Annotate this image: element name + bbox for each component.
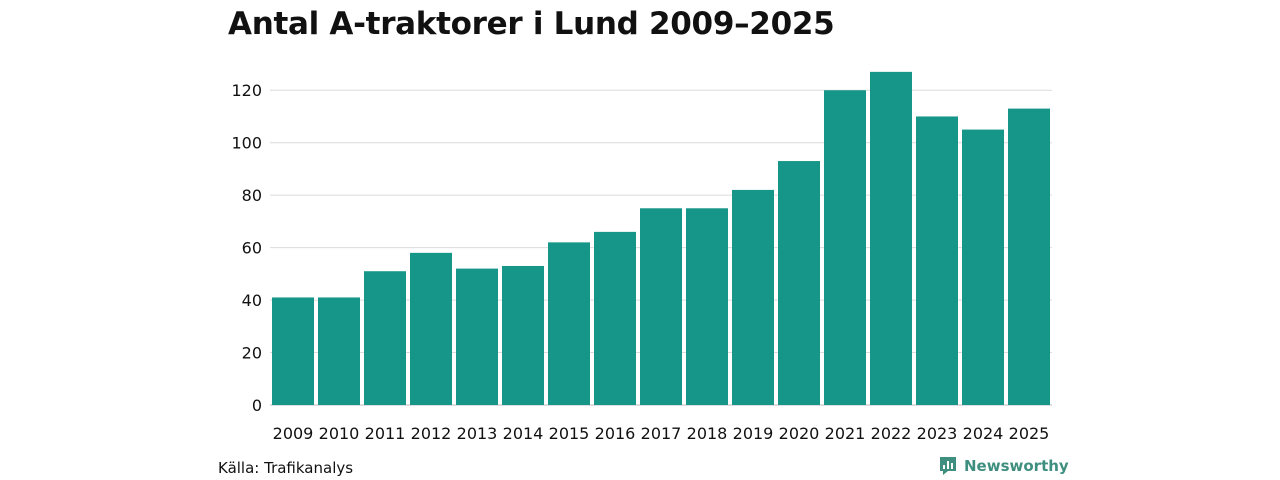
bar-2022 xyxy=(870,71,912,406)
x-axis-ticks: 2009 2010 2011 2012 2013 2014 2015 2016 2017 2018… xyxy=(273,424,1050,443)
bars xyxy=(272,71,1050,406)
x-tick-label: 2025 xyxy=(1009,424,1050,443)
newsworthy-logo-icon xyxy=(940,457,956,475)
brand-logo: Newsworthy xyxy=(938,456,1069,476)
x-tick-label: 2018 xyxy=(687,424,728,443)
source-note: Källa: Trafikanalys xyxy=(218,459,354,477)
bar-2023 xyxy=(916,116,958,406)
x-tick-label: 2022 xyxy=(871,424,912,443)
x-tick-label: 2012 xyxy=(411,424,452,443)
brand-name: Newsworthy xyxy=(964,457,1069,475)
bar-2018 xyxy=(686,208,728,405)
y-axis-ticks: 0 20 40 60 80 100 120 xyxy=(231,81,262,415)
x-tick-label: 2016 xyxy=(595,424,636,443)
bar-2016 xyxy=(594,231,636,405)
bar-2010 xyxy=(318,297,360,405)
bar-2021 xyxy=(824,90,866,405)
x-tick-label: 2021 xyxy=(825,424,866,443)
y-tick-label: 0 xyxy=(252,396,262,415)
bar-2017 xyxy=(640,208,682,405)
bar-2011 xyxy=(364,271,406,405)
bar-2024 xyxy=(962,129,1004,405)
x-tick-label: 2020 xyxy=(779,424,820,443)
x-tick-label: 2009 xyxy=(273,424,314,443)
bar-2025 xyxy=(1008,108,1050,405)
y-tick-label: 20 xyxy=(242,344,262,363)
y-tick-label: 100 xyxy=(231,134,262,153)
x-tick-label: 2015 xyxy=(549,424,590,443)
chart-title: Antal A-traktorer i Lund 2009–2025 xyxy=(228,6,835,42)
y-tick-label: 40 xyxy=(242,291,262,310)
y-tick-label: 80 xyxy=(242,186,262,205)
bar-2015 xyxy=(548,242,590,405)
bar-2012 xyxy=(410,252,452,405)
bar-2019 xyxy=(732,189,774,405)
y-tick-label: 60 xyxy=(242,239,262,258)
x-tick-label: 2019 xyxy=(733,424,774,443)
x-tick-label: 2013 xyxy=(457,424,498,443)
bar-2014 xyxy=(502,265,544,405)
x-tick-label: 2010 xyxy=(319,424,360,443)
x-tick-label: 2024 xyxy=(963,424,1004,443)
bar-2013 xyxy=(456,268,498,405)
bar-2009 xyxy=(272,297,314,405)
y-tick-label: 120 xyxy=(231,81,262,100)
x-tick-label: 2014 xyxy=(503,424,544,443)
x-tick-label: 2017 xyxy=(641,424,682,443)
x-tick-label: 2011 xyxy=(365,424,406,443)
bar-2020 xyxy=(778,161,820,405)
x-tick-label: 2023 xyxy=(917,424,958,443)
